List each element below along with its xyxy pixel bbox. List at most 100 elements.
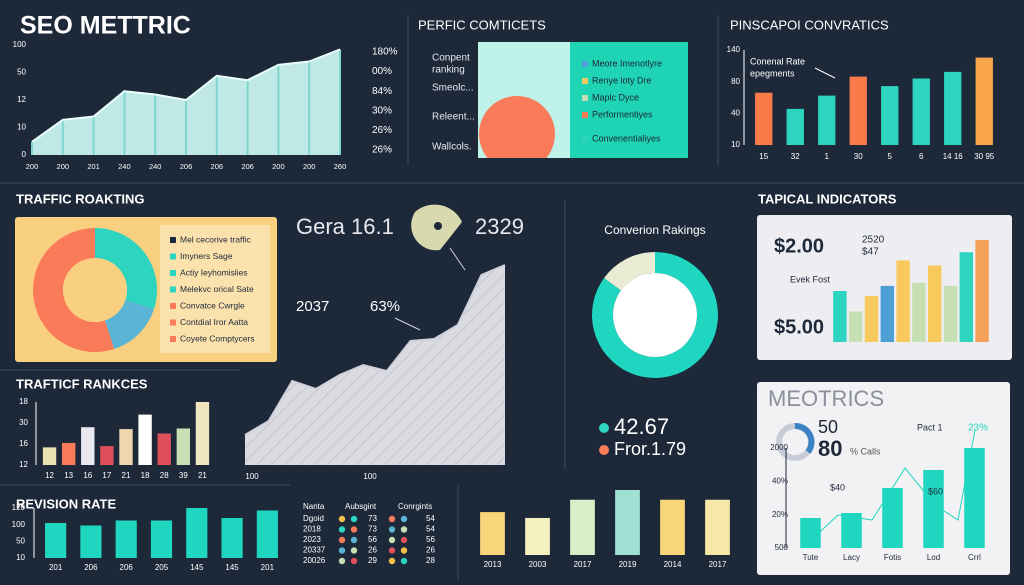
y-tick-label: 50 — [17, 68, 26, 77]
legend-swatch — [170, 319, 176, 326]
bar — [975, 240, 989, 342]
panel-title: PERFIC COMTICETS — [418, 17, 546, 32]
x-tick-label: 200 — [26, 162, 39, 171]
bar — [959, 252, 974, 342]
row-label: Conpent — [432, 53, 470, 64]
bar — [841, 513, 862, 548]
x-tick-label: 21 — [198, 471, 207, 480]
annotation: 2329 — [475, 214, 524, 239]
bar — [480, 512, 505, 555]
annotation: $40 — [830, 482, 845, 492]
legend-box — [160, 225, 270, 353]
bar — [45, 523, 67, 558]
annotation-dot — [599, 445, 609, 455]
legend-swatch — [582, 61, 588, 67]
x-tick-label: 2013 — [484, 560, 502, 569]
y-tick-label: 140 — [727, 45, 741, 54]
legend-swatch — [582, 112, 588, 118]
x-tick-label: 2019 — [619, 560, 637, 569]
x-tick-label: 12 — [45, 471, 54, 480]
bar — [849, 76, 867, 145]
y-tick-label: 40 — [731, 108, 740, 117]
dot — [338, 547, 346, 554]
x-tick-label: 200 — [272, 162, 285, 171]
legend-swatch — [582, 136, 588, 142]
cell: 29 — [368, 556, 377, 565]
legend-label: Convatce Cwrgle — [180, 300, 245, 310]
cell: 73 — [368, 514, 377, 523]
dot — [338, 515, 346, 523]
chart-title: REVISION RATE — [16, 496, 116, 511]
bar — [570, 499, 595, 555]
x-tick-label: 206 — [84, 563, 98, 572]
x-tick-label: 2014 — [664, 560, 682, 569]
bar — [705, 499, 730, 555]
row-label: Dgoid — [303, 514, 324, 523]
row-label: 20026 — [303, 556, 326, 565]
bar — [880, 285, 895, 342]
row-label: ranking — [432, 65, 465, 76]
bar — [100, 446, 114, 465]
legend-label: Performentiyes — [592, 109, 653, 119]
bar — [81, 427, 95, 465]
bar — [818, 95, 836, 145]
column-header: Aubsgint — [345, 502, 377, 511]
annotation: 23% — [968, 423, 988, 434]
x-tick-label: 206 — [120, 563, 134, 572]
y-tick-label: 10 — [17, 123, 26, 132]
chart-title: TRAFFIC ROAKTING — [16, 191, 145, 206]
donut-hole — [613, 273, 697, 357]
donut-slice — [604, 252, 655, 291]
dot — [400, 515, 408, 523]
bar — [881, 86, 899, 145]
chart-title: SEO METTRIC — [20, 12, 191, 40]
chart-title: TAPICAL INDICATORS — [758, 191, 897, 206]
x-tick-label: 14 16 — [943, 152, 964, 161]
row-label: 2023 — [303, 535, 321, 544]
bar — [964, 448, 985, 548]
x-tick-label: 15 — [759, 152, 768, 161]
right-label: 84% — [372, 86, 392, 97]
dot — [350, 536, 358, 544]
x-tick-label: 5 — [888, 152, 893, 161]
bar — [195, 402, 210, 465]
annotation: Gera 16.1 — [296, 214, 394, 239]
x-tick-label: 200 — [303, 162, 316, 171]
legend-label: Renye loty Dre — [592, 75, 652, 85]
bar — [119, 429, 133, 465]
legend-label: Contdial Iror Aatta — [180, 317, 248, 327]
x-tick-label: 206 — [241, 162, 254, 171]
y-tick-label: 10 — [16, 553, 25, 562]
bar — [42, 447, 57, 465]
x-tick-label: 2017 — [574, 560, 592, 569]
x-tick-label: 201 — [261, 563, 275, 572]
pointer — [394, 317, 421, 331]
y-tick-label: 40% — [772, 476, 788, 485]
legend-label: Actiy Ieyhomislies — [180, 267, 248, 277]
annotation: 63% — [370, 298, 400, 315]
dot — [350, 547, 358, 554]
legend-label: Meore Imenotlyre — [592, 58, 662, 68]
cell: 56 — [426, 535, 435, 544]
bar — [912, 282, 926, 342]
row-label: Releent... — [432, 112, 475, 123]
y-tick-label: 500 — [775, 543, 789, 552]
cell: 73 — [368, 525, 377, 534]
chart-title: Converion Rakings — [604, 223, 705, 237]
pointer — [814, 67, 836, 79]
x-tick-label: 206 — [211, 162, 224, 171]
legend-label: Coyete Comptycers — [180, 333, 255, 343]
x-tick-label: 205 — [155, 563, 169, 572]
legend-label: Imyners Sage — [180, 251, 233, 261]
x-tick-label: 18 — [141, 471, 150, 480]
annotation: 2520 — [862, 235, 885, 246]
donut-slice — [32, 228, 115, 352]
annotation: Evek Fost — [790, 274, 831, 284]
chart-title: MEOTRICS — [768, 386, 884, 411]
x-tick-label: Tute — [803, 553, 819, 562]
x-tick-label: Crrl — [968, 553, 981, 562]
annotation: Conenal Rate — [750, 56, 805, 66]
legend-swatch — [170, 237, 176, 243]
donut-slice — [104, 299, 154, 349]
right-label: 180% — [372, 47, 398, 58]
